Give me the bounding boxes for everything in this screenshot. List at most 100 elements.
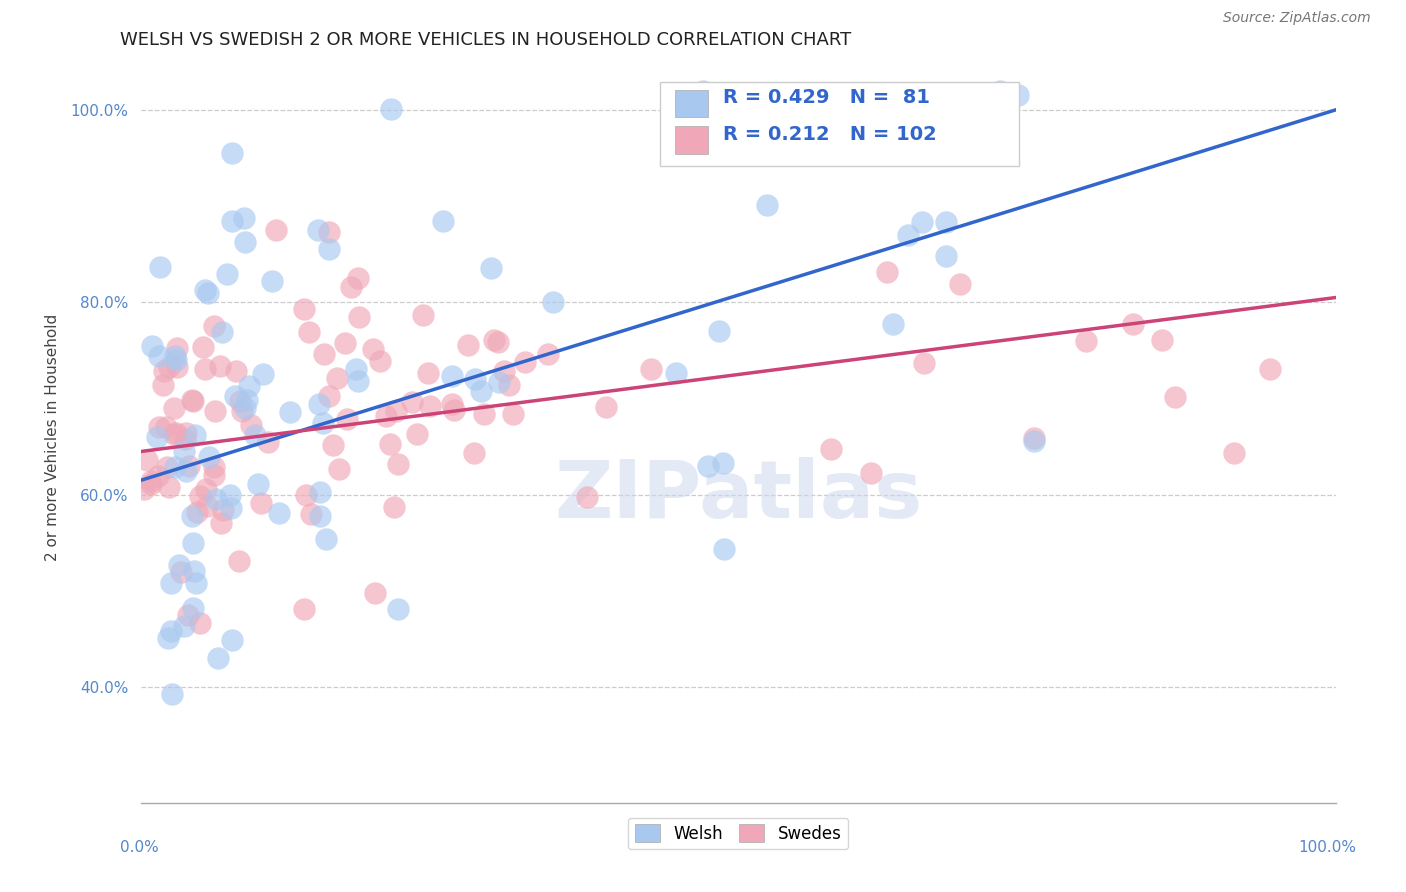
Point: [163, 350, 186, 364]
Point: [195, 482, 218, 496]
Point: [308, 397, 330, 411]
Point: [374, 409, 396, 424]
Point: [472, 407, 495, 421]
Point: [231, 403, 253, 417]
Point: [162, 401, 184, 415]
Point: [294, 602, 316, 616]
Point: [165, 353, 187, 368]
Point: [202, 459, 225, 474]
Point: [697, 459, 720, 474]
Point: [173, 443, 195, 458]
Point: [183, 564, 205, 578]
Point: [236, 393, 259, 408]
Point: [188, 489, 211, 503]
Point: [146, 469, 169, 483]
Point: [186, 505, 208, 519]
Point: [368, 353, 391, 368]
Point: [882, 317, 904, 331]
Point: [174, 464, 197, 478]
Point: [860, 466, 883, 480]
Point: [146, 430, 169, 444]
Point: [165, 459, 187, 474]
FancyBboxPatch shape: [675, 90, 709, 118]
Text: Source: ZipAtlas.com: Source: ZipAtlas.com: [1223, 12, 1371, 25]
Point: [1152, 333, 1174, 347]
Y-axis label: 2 or more Vehicles in Household: 2 or more Vehicles in Household: [45, 313, 59, 561]
Point: [363, 586, 385, 600]
Point: [243, 428, 266, 442]
Point: [174, 425, 197, 440]
Point: [267, 506, 290, 520]
Point: [988, 84, 1011, 98]
Point: [307, 223, 329, 237]
Point: [419, 399, 441, 413]
Point: [204, 404, 226, 418]
Point: [298, 325, 321, 339]
Point: [260, 274, 283, 288]
Point: [183, 393, 205, 408]
Point: [1164, 390, 1187, 404]
Point: [876, 265, 898, 279]
Point: [640, 362, 662, 376]
Point: [347, 310, 370, 324]
Point: [948, 134, 970, 148]
Point: [1223, 446, 1246, 460]
Point: [595, 400, 617, 414]
Point: [148, 350, 170, 364]
Point: [148, 420, 170, 434]
Point: [180, 509, 202, 524]
Point: [228, 553, 250, 567]
Point: [215, 267, 238, 281]
Point: [384, 404, 406, 418]
Point: [149, 260, 172, 274]
Point: [336, 411, 359, 425]
Point: [897, 227, 920, 242]
Point: [209, 516, 232, 530]
Point: [195, 499, 218, 513]
Point: [312, 346, 335, 360]
Point: [159, 359, 181, 374]
Point: [211, 502, 233, 516]
Point: [188, 615, 211, 630]
Point: [218, 488, 240, 502]
Point: [240, 417, 263, 432]
Point: [1007, 87, 1029, 102]
Point: [541, 294, 564, 309]
Point: [911, 215, 934, 229]
Point: [935, 215, 957, 229]
Point: [177, 459, 200, 474]
Point: [132, 482, 155, 496]
Point: [318, 225, 340, 239]
Point: [165, 426, 187, 441]
Point: [225, 363, 247, 377]
Point: [692, 84, 714, 98]
Text: ZIPatlas: ZIPatlas: [554, 457, 922, 534]
Point: [1022, 434, 1045, 448]
Point: [193, 283, 215, 297]
Point: [197, 450, 219, 465]
Point: [537, 346, 560, 360]
Point: [914, 356, 936, 370]
Point: [380, 102, 402, 116]
Point: [315, 533, 337, 547]
Point: [380, 437, 402, 451]
Point: [299, 507, 322, 521]
Point: [153, 364, 176, 378]
Point: [769, 115, 792, 129]
Point: [328, 461, 350, 475]
Point: [482, 334, 505, 348]
Point: [221, 632, 243, 647]
Point: [949, 277, 972, 291]
Point: [502, 407, 524, 421]
Point: [246, 476, 269, 491]
Point: [432, 214, 454, 228]
Point: [756, 198, 779, 212]
Point: [318, 242, 340, 256]
Point: [440, 397, 463, 411]
Point: [318, 389, 340, 403]
Point: [221, 214, 243, 228]
Point: [159, 575, 181, 590]
Point: [250, 496, 273, 510]
Point: [183, 535, 205, 549]
Point: [278, 405, 301, 419]
